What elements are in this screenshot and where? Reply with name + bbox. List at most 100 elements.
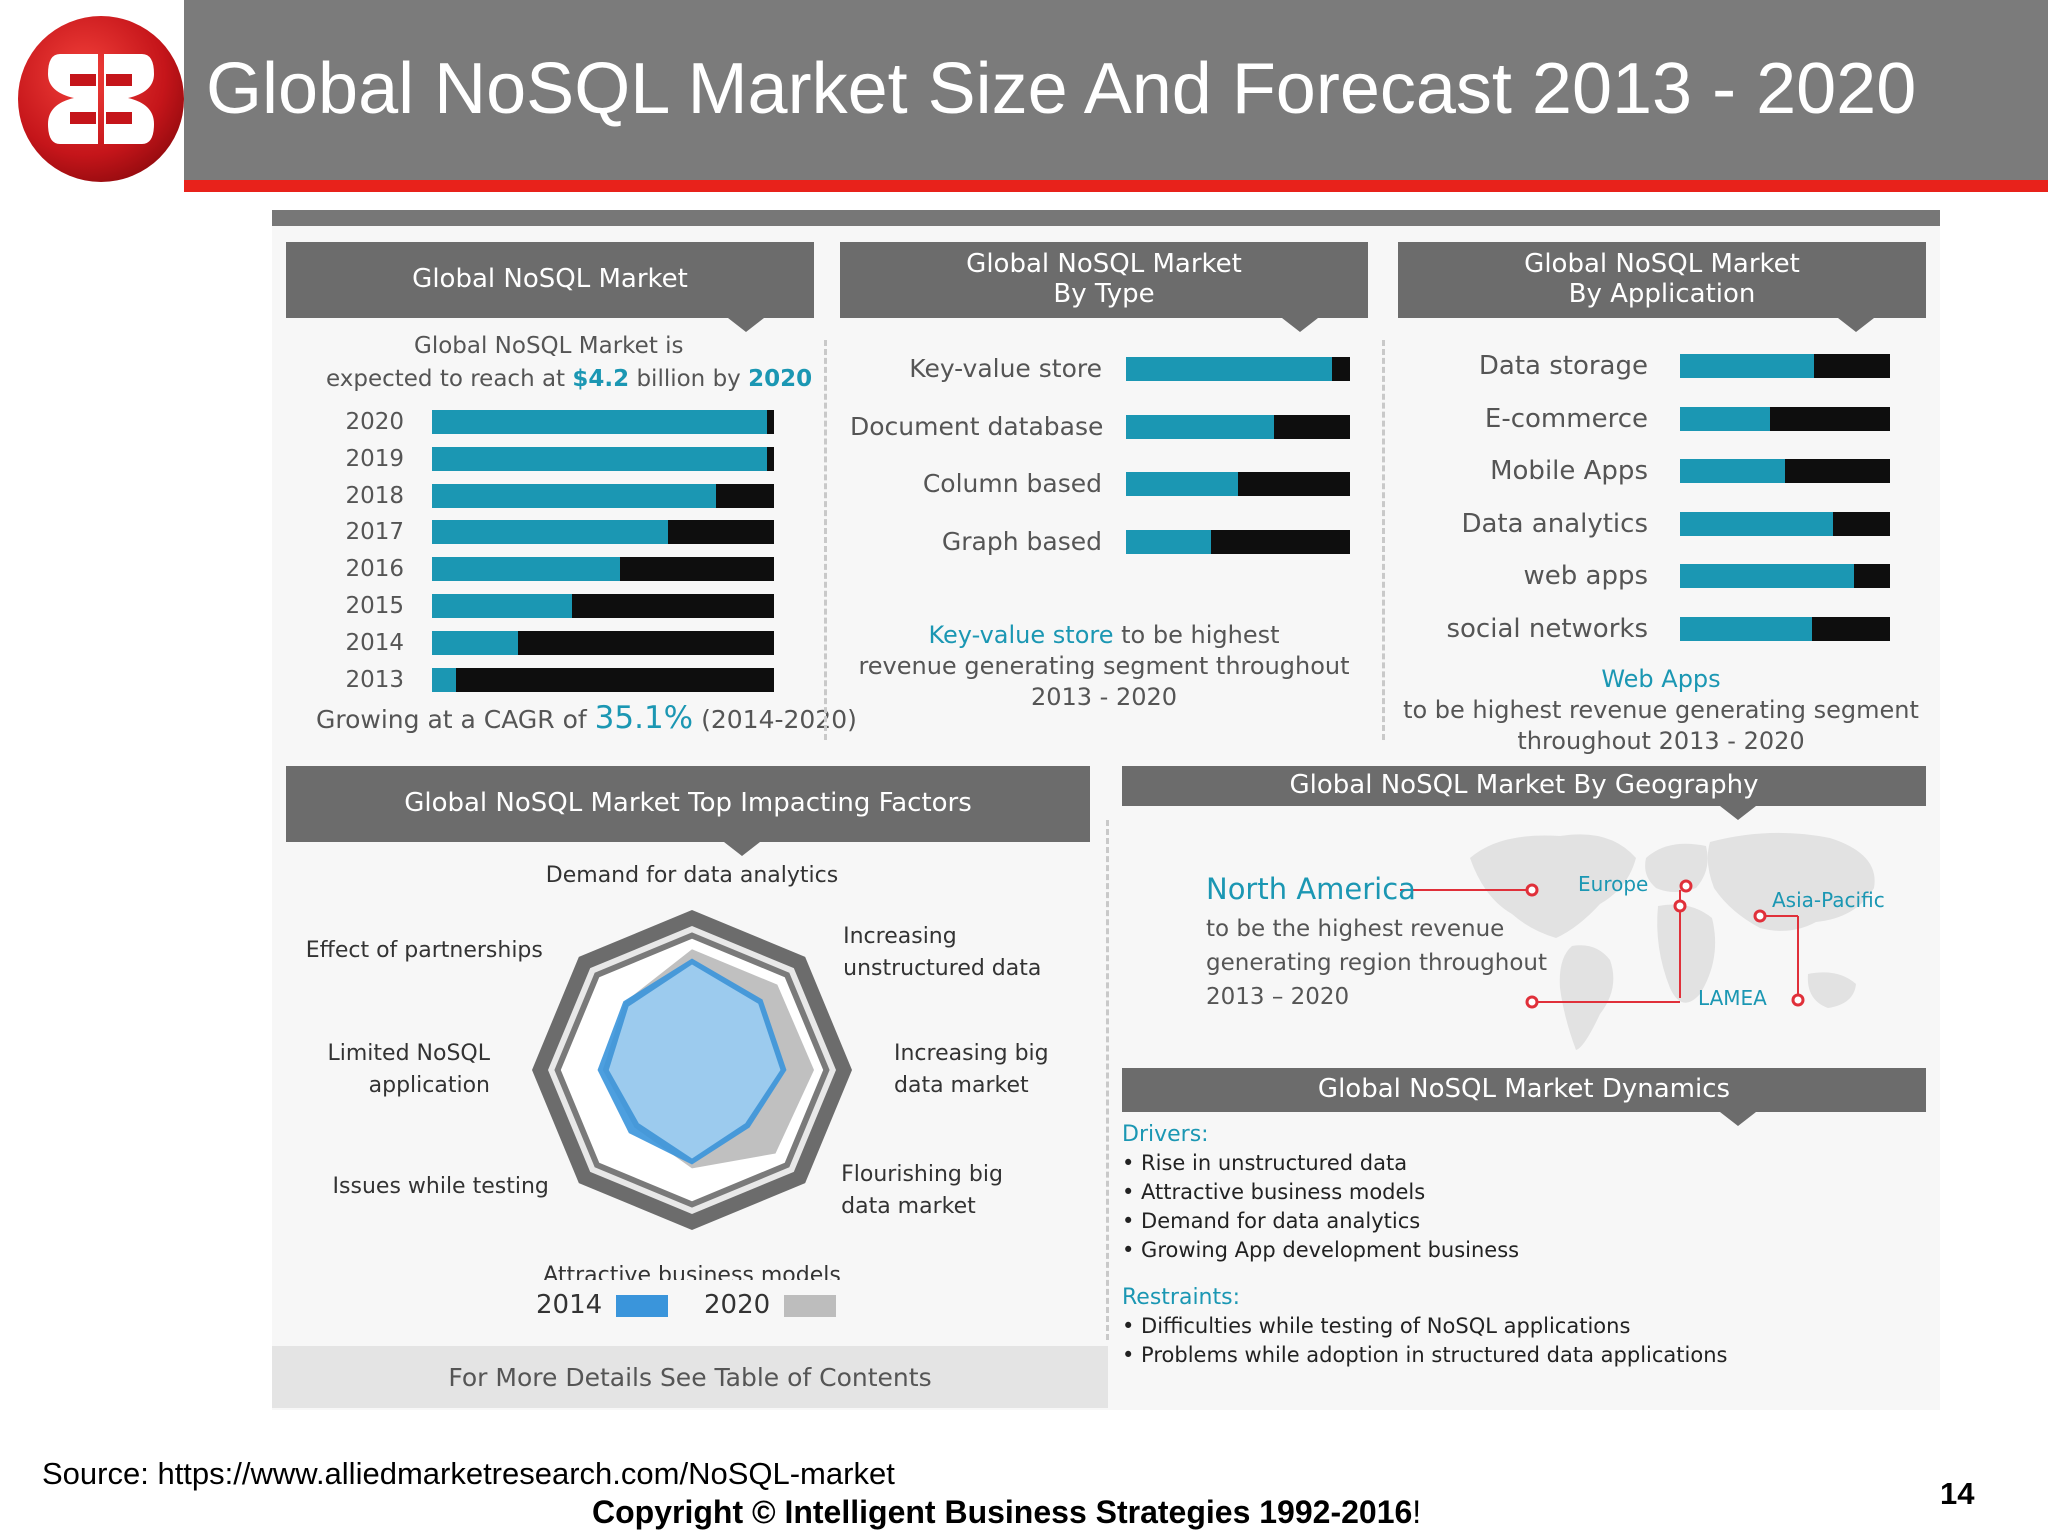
bar-fill	[1680, 564, 1855, 588]
type-note-rest: to be highest	[1121, 621, 1280, 649]
radar-axis-label: Effect of partnerships	[306, 938, 543, 963]
bar-category-label: 2015	[345, 593, 404, 619]
bar-category-label: Key-value store	[909, 354, 1102, 383]
bar-fill	[1680, 616, 1813, 641]
bar-row: 2015	[340, 588, 774, 625]
application-note-highlight: Web Apps	[1601, 665, 1721, 693]
radar-axis-label: Demand for data analytics	[546, 863, 838, 888]
page-title: Global NoSQL Market Size And Forecast 20…	[206, 49, 1917, 129]
bar-fill	[432, 630, 518, 655]
divider-2	[1382, 340, 1385, 740]
driver-item: • Attractive business models	[1122, 1180, 1426, 1204]
restraint-item: • Difficulties while testing of NoSQL ap…	[1122, 1314, 1631, 1338]
bar-row: Column based	[850, 455, 1350, 513]
legend-2020: 2020	[704, 1290, 837, 1320]
market-intro-mid: billion by	[636, 366, 741, 392]
bar-fill	[1680, 354, 1815, 378]
dynamics-heading-text: Global NoSQL Market Dynamics	[1317, 1074, 1731, 1105]
bar-row: 2019	[340, 441, 774, 478]
bar-row: 2016	[340, 551, 774, 588]
bar-category-label: Mobile Apps	[1490, 456, 1648, 486]
bar-category-label: 2014	[345, 629, 404, 656]
bar-track	[432, 594, 774, 618]
infographic-top-rule	[272, 210, 1940, 226]
bar-fill	[432, 446, 768, 471]
bar-track	[1126, 414, 1350, 439]
copyright-tail: !	[1412, 1494, 1422, 1530]
legend-2014-swatch	[616, 1294, 669, 1317]
market-bar-chart: 2020 2019 2018 2017 2016 2015 2014 2013	[340, 404, 780, 704]
bar-track	[1126, 472, 1350, 497]
header-bar	[184, 0, 2048, 180]
bar-category-label: E-commerce	[1484, 403, 1648, 434]
source-link[interactable]: Source: https://www.alliedmarketresearch…	[42, 1456, 895, 1491]
bar-track	[432, 630, 774, 655]
bar-category-label: 2019	[345, 445, 404, 472]
company-logo	[18, 16, 184, 182]
geography-heading: Global NoSQL Market By Geography	[1122, 766, 1926, 806]
bar-track	[1680, 406, 1890, 431]
application-heading-pointer	[1838, 318, 1874, 332]
dynamics-heading-pointer	[1720, 1112, 1756, 1126]
europe-marker	[1679, 879, 1693, 893]
bar-row: 2017	[340, 514, 774, 551]
bar-track	[1126, 530, 1350, 555]
more-details-bar: For More Details See Table of Contents	[272, 1346, 1108, 1408]
bar-row: 2018	[340, 478, 774, 515]
market-intro-year: 2020	[748, 366, 813, 392]
bar-row: Key-value store	[850, 340, 1350, 398]
divider-3	[1106, 820, 1109, 1340]
market-intro-pre: expected to reach at	[326, 366, 566, 392]
north-america-connector	[1400, 889, 1472, 891]
radar-axis-label: Issues while testing	[333, 1174, 549, 1199]
map-label-europe: Europe	[1578, 872, 1649, 896]
world-map	[1470, 832, 1875, 1050]
market-cagr-post: (2014-2020)	[701, 705, 857, 734]
bar-fill	[432, 520, 668, 545]
more-details-text: For More Details See Table of Contents	[448, 1362, 932, 1392]
market-cagr-value: 35.1%	[594, 700, 694, 736]
bar-fill	[1126, 472, 1238, 497]
bar-category-label: 2017	[345, 519, 404, 546]
type-note-line1: Key-value store to be highest	[844, 620, 1364, 651]
type-note-highlight: Key-value store	[928, 621, 1114, 649]
legend-2014-label: 2014	[536, 1290, 603, 1320]
bar-track	[432, 667, 774, 692]
bar-category-label: 2020	[345, 409, 404, 435]
bar-category-label: 2018	[345, 482, 404, 509]
legend-2020-swatch	[784, 1294, 837, 1317]
type-heading: Global NoSQL Market By Type	[840, 242, 1368, 318]
factors-radar-chart: Demand for data analytics Increasing unstr…	[306, 863, 1049, 1280]
bar-row: 2020	[340, 404, 774, 441]
factors-heading-text: Global NoSQL Market Top Impacting Factor…	[404, 788, 972, 819]
bar-track	[432, 410, 774, 434]
factors-heading-pointer	[724, 842, 760, 856]
bar-category-label: 2013	[345, 666, 404, 693]
bar-category-label: Data analytics	[1461, 508, 1648, 539]
asia-marker	[1753, 909, 1767, 923]
geography-heading-text: Global NoSQL Market By Geography	[1289, 770, 1759, 801]
divider-1	[824, 340, 827, 740]
type-note: Key-value store to be highest revenue ge…	[844, 620, 1364, 713]
radar-axis-label: Increasing unstructured data	[843, 924, 1041, 981]
map-label-asia-pacific: Asia-Pacific	[1772, 888, 1885, 912]
radar-axis-label: Flourishing big data market	[841, 1162, 1003, 1219]
bar-row: Data storage	[1400, 340, 1890, 393]
legend-2020-label: 2020	[704, 1290, 771, 1320]
map-label-lamea: LAMEA	[1698, 986, 1767, 1010]
bar-row: Mobile Apps	[1400, 445, 1890, 498]
bar-row: 2014	[340, 625, 774, 662]
market-cagr: Growing at a CAGR of 35.1% (2014-2020)	[316, 700, 857, 736]
bar-row: Document database	[850, 398, 1350, 456]
type-note-line2: revenue generating segment throughout	[858, 652, 1350, 680]
bar-track	[432, 446, 774, 471]
bar-track	[432, 557, 774, 582]
bar-track	[432, 520, 774, 545]
application-note: Web Apps to be highest revenue generatin…	[1396, 664, 1926, 757]
bar-track	[432, 483, 774, 508]
driver-item: • Demand for data analytics	[1122, 1209, 1421, 1233]
bar-row: E-commerce	[1400, 393, 1890, 446]
bar-fill	[432, 557, 621, 582]
radar-axis-label: Attractive business models	[543, 1263, 841, 1280]
bar-track	[1680, 616, 1890, 641]
